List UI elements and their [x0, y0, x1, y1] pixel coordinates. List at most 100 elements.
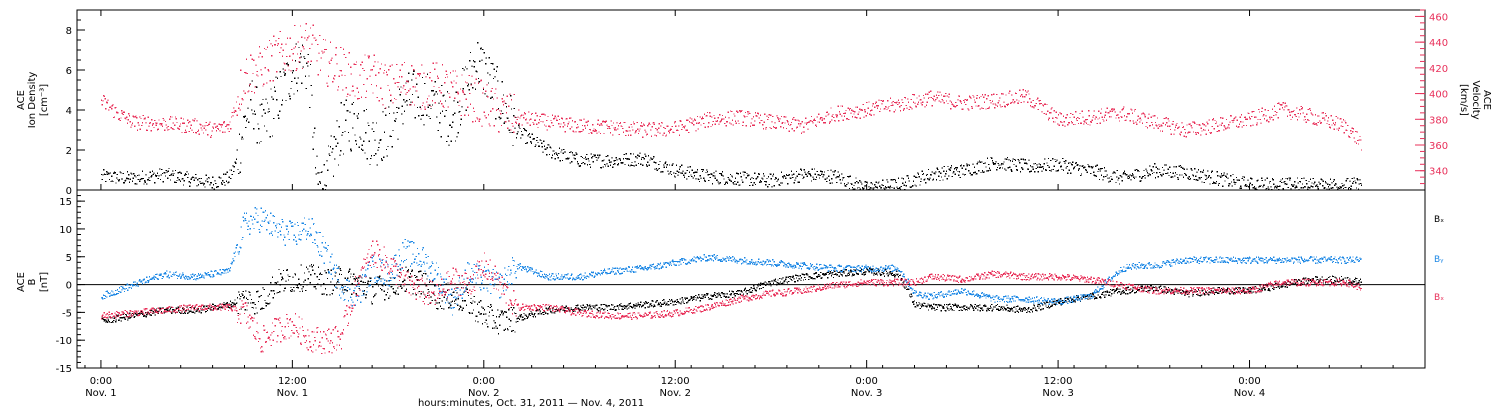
data-point-top-series-1: [426, 101, 428, 103]
data-point-bx: [580, 305, 582, 307]
data-point-top-series-0: [959, 176, 961, 179]
data-point-top-series-0: [1223, 172, 1225, 174]
data-point-top-series-0: [1344, 186, 1346, 189]
data-point-bx: [338, 266, 340, 268]
data-point-top-series-0: [689, 166, 691, 168]
data-point-bx: [488, 311, 491, 313]
data-point-top-series-1: [1144, 116, 1146, 118]
data-point-bx: [633, 304, 635, 306]
data-point-top-series-1: [1267, 109, 1269, 112]
data-point-top-series-1: [597, 119, 599, 121]
data-point-top-series-0: [497, 80, 499, 82]
data-point-bx: [312, 269, 314, 271]
data-point-top-series-0: [276, 99, 278, 101]
data-point-top-series-0: [332, 148, 334, 150]
data-point-top-series-1: [1010, 102, 1012, 104]
data-point-top-series-1: [612, 134, 614, 136]
data-point-top-series-0: [418, 115, 420, 117]
data-point-top-series-1: [921, 104, 923, 106]
data-point-top-series-1: [1088, 115, 1090, 117]
data-point-top-series-1: [716, 120, 719, 122]
data-point-top-series-1: [1072, 123, 1075, 126]
data-point-top-series-1: [795, 119, 797, 121]
data-point-top-series-1: [1258, 111, 1261, 113]
data-point-top-series-1: [1248, 112, 1250, 115]
data-point-top-series-1: [1187, 132, 1189, 134]
data-point-top-series-0: [813, 168, 816, 170]
data-point-top-series-1: [188, 130, 190, 133]
data-point-bx: [130, 314, 132, 316]
data-point-top-series-1: [833, 119, 836, 122]
data-point-top-series-1: [864, 111, 866, 113]
data-point-top-series-0: [101, 178, 103, 181]
data-point-bx: [717, 295, 719, 297]
data-point-bx: [572, 310, 574, 312]
data-point-bx: [289, 275, 291, 278]
data-point-top-series-1: [925, 93, 927, 95]
data-point-top-series-0: [548, 153, 551, 156]
data-point-top-series-1: [354, 95, 356, 97]
data-point-top-series-0: [772, 173, 775, 175]
bottom-panel-frame: [76, 189, 1426, 369]
data-point-top-series-0: [1009, 160, 1012, 162]
data-point-bx: [881, 271, 883, 274]
data-point-bx: [952, 303, 954, 306]
data-point-top-series-0: [612, 166, 614, 168]
data-point-top-series-0: [883, 187, 885, 189]
data-point-top-series-0: [111, 180, 113, 182]
data-point-top-series-0: [678, 171, 680, 173]
data-point-top-series-0: [1135, 176, 1137, 178]
data-point-top-series-1: [1335, 115, 1337, 118]
data-point-top-series-1: [604, 121, 607, 124]
data-point-bx: [698, 296, 701, 298]
data-point-bx: [942, 307, 944, 309]
data-point-top-series-0: [1089, 166, 1091, 168]
data-point-bx: [128, 317, 130, 319]
data-point-top-series-1: [702, 117, 704, 120]
data-point-bx: [837, 271, 840, 274]
data-point-top-series-0: [426, 114, 428, 116]
data-point-bx: [119, 317, 121, 319]
data-point-top-series-0: [797, 181, 799, 183]
data-point-top-series-1: [1278, 102, 1280, 104]
data-point-top-series-0: [1081, 165, 1083, 167]
data-point-top-series-1: [782, 127, 785, 129]
data-point-top-series-0: [580, 155, 582, 158]
data-point-top-series-1: [151, 124, 154, 126]
data-point-top-series-0: [1016, 169, 1019, 171]
data-point-top-series-1: [690, 121, 692, 124]
data-point-top-series-0: [1014, 158, 1016, 161]
data-point-bx: [916, 304, 918, 306]
data-point-top-series-1: [458, 104, 460, 107]
data-point-top-series-0: [1133, 176, 1135, 178]
data-point-top-series-0: [212, 184, 215, 186]
data-point-top-series-0: [779, 184, 781, 187]
data-point-bx: [851, 275, 853, 277]
data-point-top-series-1: [109, 106, 111, 108]
data-point-top-series-0: [1124, 173, 1126, 175]
data-point-top-series-0: [717, 181, 719, 183]
data-point-top-series-0: [157, 177, 159, 180]
data-point-bx: [213, 308, 215, 310]
data-point-top-series-1: [1148, 113, 1150, 115]
data-point-top-series-0: [107, 171, 109, 174]
data-point-top-series-1: [1017, 102, 1019, 104]
data-point-bx: [723, 295, 725, 297]
data-point-top-series-1: [762, 124, 764, 126]
data-point-top-series-1: [1033, 107, 1035, 109]
data-point-top-series-0: [556, 153, 558, 155]
data-point-bx: [735, 292, 737, 295]
data-point-top-series-1: [1012, 99, 1014, 101]
data-point-top-series-0: [573, 157, 575, 159]
data-point-top-series-0: [332, 175, 335, 177]
data-point-top-series-0: [230, 177, 232, 180]
data-point-top-series-0: [188, 181, 190, 183]
data-point-bx: [144, 315, 146, 317]
data-point-top-series-0: [856, 180, 858, 183]
data-point-bx: [303, 281, 305, 283]
data-point-bx: [953, 309, 955, 312]
data-point-bx: [910, 296, 912, 298]
data-point-top-series-0: [933, 172, 935, 174]
data-point-bx: [435, 307, 438, 310]
data-point-top-series-0: [1214, 182, 1216, 184]
